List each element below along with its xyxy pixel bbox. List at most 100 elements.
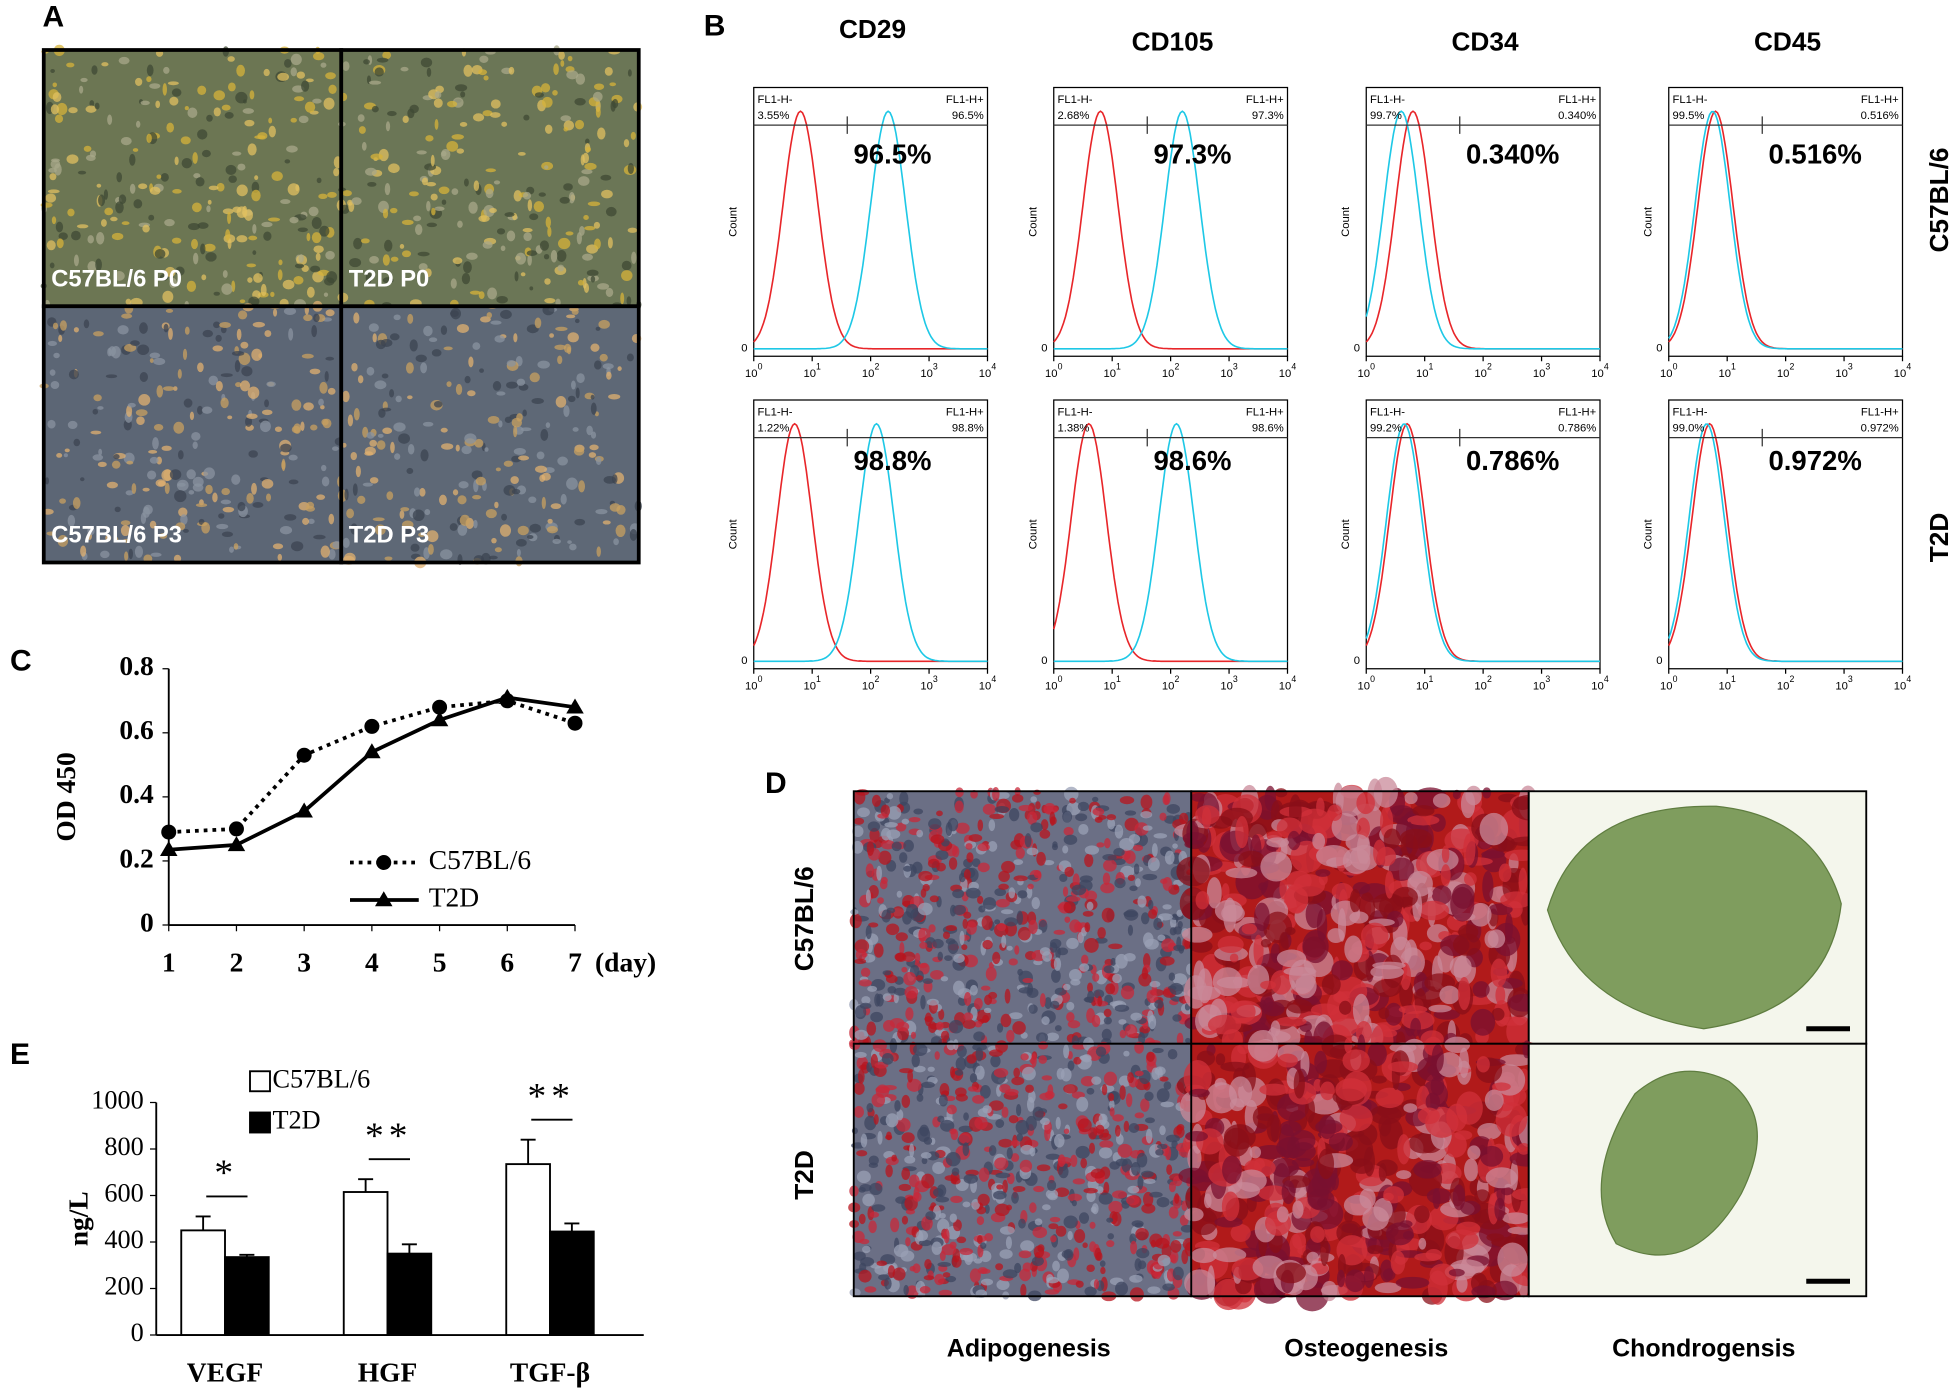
texture [1321, 974, 1341, 995]
texture [595, 326, 601, 331]
texture [420, 362, 428, 374]
texture [918, 870, 933, 882]
texture [398, 433, 411, 444]
texture [925, 1211, 936, 1221]
texture [221, 104, 231, 111]
texture [856, 1150, 868, 1157]
texture [173, 386, 178, 391]
texture [296, 71, 306, 79]
texture [267, 217, 281, 222]
texture [105, 374, 118, 379]
texture [923, 1137, 933, 1145]
texture [1093, 989, 1105, 999]
texture [884, 822, 898, 828]
point [227, 836, 246, 852]
texture [608, 393, 621, 400]
tick-base: 10 [979, 368, 992, 380]
texture [1103, 1016, 1112, 1025]
texture [1262, 1001, 1285, 1017]
texture [264, 330, 272, 337]
texture [59, 320, 67, 331]
texture [357, 114, 365, 122]
texture [410, 543, 420, 552]
texture [1206, 877, 1222, 909]
texture [298, 115, 309, 124]
texture [566, 477, 578, 490]
texture [1345, 834, 1370, 851]
texture [1452, 1184, 1466, 1211]
legend-label: C57BL/6 [273, 1064, 371, 1093]
point [160, 840, 178, 856]
texture [140, 100, 150, 106]
texture [555, 326, 568, 331]
texture [864, 1286, 877, 1293]
texture [155, 100, 161, 109]
texture [388, 163, 400, 174]
texture [1169, 982, 1184, 995]
texture [555, 395, 567, 408]
texture [980, 1242, 987, 1250]
texture [440, 427, 448, 433]
texture [946, 1104, 957, 1115]
texture [929, 895, 939, 903]
texture [963, 1173, 978, 1184]
texture [215, 334, 222, 342]
texture [540, 83, 551, 93]
texture [1214, 899, 1243, 922]
texture [306, 501, 315, 509]
texture [585, 146, 592, 153]
texture [1363, 1265, 1374, 1288]
tick-base: 10 [1279, 368, 1292, 380]
texture [188, 490, 195, 495]
texture [868, 885, 879, 899]
texture [620, 292, 625, 305]
texture [626, 353, 634, 362]
x-tick-label: 102 [1162, 362, 1180, 380]
texture [1055, 1116, 1061, 1130]
texture [874, 993, 881, 1007]
texture [1207, 1014, 1242, 1035]
texture [919, 941, 928, 949]
texture [1212, 967, 1243, 997]
texture [236, 328, 242, 341]
texture [1072, 1178, 1086, 1185]
texture [200, 243, 206, 255]
texture [1088, 1127, 1098, 1140]
texture [583, 214, 589, 221]
texture [921, 1157, 928, 1165]
texture [574, 318, 580, 324]
texture [904, 985, 919, 999]
texture [64, 448, 70, 453]
texture [1286, 999, 1313, 1014]
texture [880, 876, 888, 884]
texture [978, 1167, 990, 1182]
texture [51, 158, 60, 163]
point [296, 747, 312, 763]
texture [1460, 790, 1476, 819]
texture [266, 381, 276, 388]
texture [1106, 1217, 1114, 1223]
texture [1339, 1000, 1352, 1015]
texture [1178, 1167, 1208, 1184]
texture [1043, 860, 1055, 866]
texture [1091, 1014, 1101, 1028]
texture [903, 839, 914, 852]
texture [909, 1143, 915, 1158]
texture [228, 175, 237, 183]
texture [382, 254, 390, 266]
texture [1417, 1107, 1440, 1125]
texture [1073, 1056, 1082, 1065]
texture [125, 490, 134, 496]
texture [434, 91, 442, 99]
texture [1477, 1122, 1502, 1140]
texture [420, 57, 433, 68]
texture [303, 314, 313, 322]
texture [1292, 1232, 1307, 1250]
texture [227, 56, 235, 62]
texture [593, 221, 601, 229]
texture [911, 1053, 920, 1068]
tick-exponent: 3 [1233, 674, 1238, 684]
texture [932, 1161, 946, 1175]
texture [550, 503, 562, 510]
texture [1018, 1218, 1026, 1229]
